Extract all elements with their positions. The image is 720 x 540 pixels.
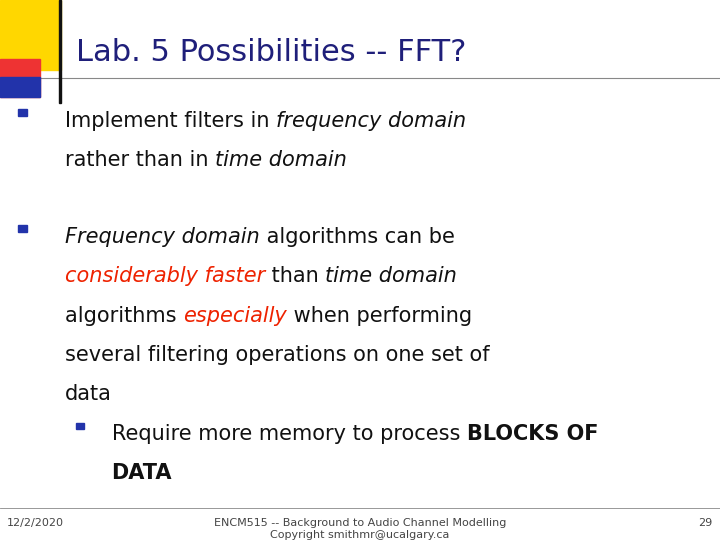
Text: rather than in: rather than in — [65, 150, 215, 170]
Text: than: than — [265, 266, 325, 286]
Text: algorithms can be: algorithms can be — [259, 227, 454, 247]
Text: algorithms: algorithms — [65, 306, 183, 326]
Text: when performing: when performing — [287, 306, 472, 326]
Text: Require more memory to process: Require more memory to process — [112, 424, 467, 444]
Text: data: data — [65, 384, 112, 404]
Bar — [18, 109, 27, 116]
Bar — [18, 225, 27, 232]
Text: time domain: time domain — [325, 266, 457, 286]
Text: especially: especially — [183, 306, 287, 326]
Bar — [76, 423, 84, 429]
Text: Implement filters in: Implement filters in — [65, 111, 276, 131]
Text: time domain: time domain — [215, 150, 347, 170]
Text: Frequency domain: Frequency domain — [65, 227, 259, 247]
Text: Lab. 5 Possibilities -- FFT?: Lab. 5 Possibilities -- FFT? — [76, 38, 466, 67]
Text: considerably faster: considerably faster — [65, 266, 265, 286]
Text: DATA: DATA — [112, 463, 172, 483]
Text: 12/2/2020: 12/2/2020 — [7, 518, 64, 529]
Text: 29: 29 — [698, 518, 713, 529]
Text: ENCM515 -- Background to Audio Channel Modelling
Copyright smithmr@ucalgary.ca: ENCM515 -- Background to Audio Channel M… — [214, 518, 506, 540]
Text: frequency domain: frequency domain — [276, 111, 466, 131]
Text: BLOCKS OF: BLOCKS OF — [467, 424, 598, 444]
Text: several filtering operations on one set of: several filtering operations on one set … — [65, 345, 490, 365]
